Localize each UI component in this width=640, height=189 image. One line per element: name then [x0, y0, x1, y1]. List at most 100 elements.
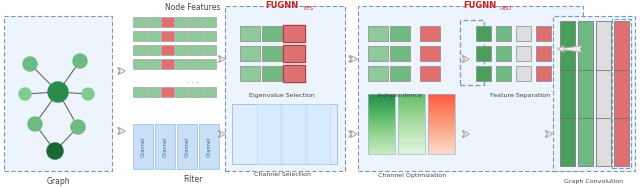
Bar [398, 128, 425, 130]
Bar [282, 104, 305, 164]
Bar [262, 66, 282, 81]
Bar [177, 124, 197, 169]
Bar [189, 87, 202, 97]
Bar [368, 132, 395, 134]
Bar [189, 31, 202, 41]
Text: Channel: Channel [141, 136, 145, 156]
Bar [284, 66, 304, 81]
Bar [390, 46, 410, 61]
Bar [428, 138, 455, 140]
Bar [428, 96, 455, 98]
Bar [368, 128, 395, 130]
Bar [553, 16, 635, 171]
Bar [398, 142, 425, 144]
Bar [368, 118, 395, 120]
Bar [368, 152, 395, 154]
Bar [203, 31, 216, 41]
Bar [262, 46, 282, 61]
Bar [428, 150, 455, 152]
Bar [284, 46, 304, 61]
Text: Filter: Filter [183, 174, 203, 184]
Bar [428, 94, 455, 154]
Bar [368, 122, 395, 124]
Bar [398, 126, 425, 128]
Bar [428, 126, 455, 128]
Text: Channel: Channel [163, 136, 168, 156]
Bar [516, 26, 531, 41]
Bar [368, 120, 395, 122]
Bar [368, 124, 395, 126]
Bar [368, 140, 395, 142]
Bar [368, 144, 395, 146]
Bar [428, 148, 455, 150]
Bar [189, 17, 202, 27]
Bar [476, 66, 491, 81]
Text: Graph: Graph [46, 177, 70, 185]
Bar [398, 98, 425, 100]
Bar [203, 87, 216, 97]
Bar [203, 59, 216, 69]
Bar [398, 130, 425, 132]
Bar [428, 136, 455, 138]
Bar [368, 150, 395, 152]
Bar [368, 98, 395, 100]
Bar [398, 102, 425, 104]
Bar [398, 110, 425, 112]
Bar [240, 66, 260, 81]
Circle shape [73, 54, 87, 68]
Bar [368, 94, 395, 96]
Bar [536, 66, 551, 81]
Bar [368, 46, 388, 61]
Bar [516, 66, 531, 81]
Bar [368, 116, 395, 118]
Bar [398, 104, 425, 106]
Bar [398, 150, 425, 152]
Circle shape [28, 117, 42, 131]
Bar [428, 108, 455, 110]
Bar [476, 26, 491, 41]
Bar [161, 87, 174, 97]
Bar [368, 66, 388, 81]
Bar [614, 21, 629, 166]
Bar [368, 114, 395, 116]
Bar [368, 112, 395, 114]
Bar [368, 138, 395, 140]
Bar [161, 17, 174, 27]
Bar [175, 31, 188, 41]
Bar [368, 126, 395, 128]
Bar [428, 110, 455, 112]
Circle shape [82, 88, 94, 100]
Bar [428, 120, 455, 122]
Bar [398, 140, 425, 142]
Bar [398, 146, 425, 148]
Bar [428, 130, 455, 132]
Bar [398, 120, 425, 122]
Bar [368, 106, 395, 108]
Bar [368, 142, 395, 144]
Bar [428, 100, 455, 102]
Bar [307, 104, 330, 164]
Bar [428, 144, 455, 146]
Circle shape [48, 82, 68, 102]
Bar [398, 116, 425, 118]
Text: FES: FES [303, 5, 313, 11]
Text: Channel Selection: Channel Selection [253, 173, 310, 177]
Bar [398, 94, 425, 96]
Bar [428, 146, 455, 148]
Bar [175, 59, 188, 69]
Text: . . .: . . . [188, 78, 198, 84]
Bar [368, 100, 395, 102]
Bar [428, 118, 455, 120]
Bar [496, 66, 511, 81]
Bar [398, 132, 425, 134]
Bar [257, 104, 280, 164]
Bar [428, 152, 455, 154]
Bar [147, 45, 160, 55]
Bar [189, 45, 202, 55]
Circle shape [19, 88, 31, 100]
Bar [284, 26, 304, 41]
Bar [398, 106, 425, 108]
Bar [428, 114, 455, 116]
Bar [133, 59, 146, 69]
Bar [428, 98, 455, 100]
